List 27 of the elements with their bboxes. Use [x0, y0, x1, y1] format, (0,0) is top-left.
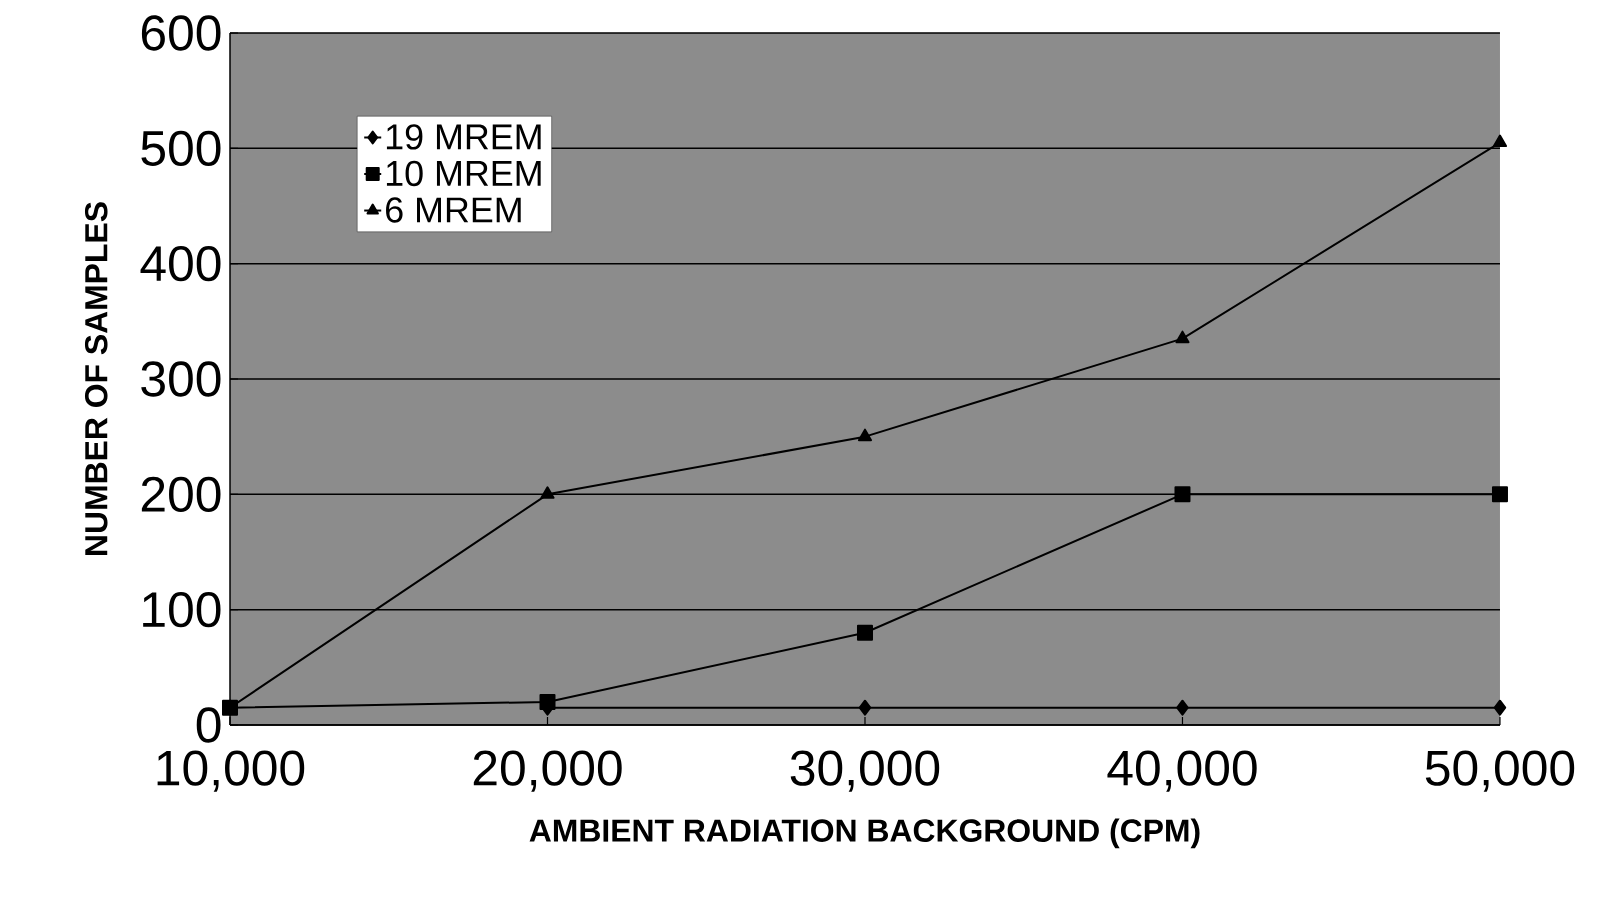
point — [858, 699, 872, 716]
y-tick-label: 600 — [141, 15, 221, 51]
point — [1491, 486, 1508, 503]
point — [1493, 699, 1507, 716]
x-tick-label: 40,000 — [1107, 750, 1257, 792]
point — [540, 486, 555, 499]
legend-label: 19 MREM — [386, 124, 541, 150]
y-tick-label: 400 — [140, 246, 221, 282]
y-tick-label: 100 — [143, 592, 221, 628]
legend-label: 6 MREM — [386, 197, 521, 223]
x-tick-label: 30,000 — [790, 750, 940, 792]
x-tick-label: 10,000 — [157, 750, 305, 792]
point — [857, 428, 873, 442]
legend-label: 10 MREM — [386, 160, 541, 187]
x-tick-label: 20,000 — [473, 750, 622, 792]
x-tick-label: 50,000 — [1425, 750, 1575, 792]
point — [1492, 134, 1508, 148]
point — [1174, 486, 1191, 503]
y-axis-title: NUMBER OF SAMPLES — [84, 202, 108, 555]
point — [1175, 330, 1190, 344]
x-axis-title: AMBIENT RADIATION BACKGROUND (CPM) — [529, 818, 1200, 849]
y-tick-label: 0 — [196, 707, 221, 743]
y-tick-label: 200 — [141, 476, 221, 512]
point — [1176, 699, 1189, 716]
point — [856, 624, 873, 641]
y-tick-label: 500 — [141, 130, 221, 166]
y-tick-label: 300 — [141, 361, 221, 397]
